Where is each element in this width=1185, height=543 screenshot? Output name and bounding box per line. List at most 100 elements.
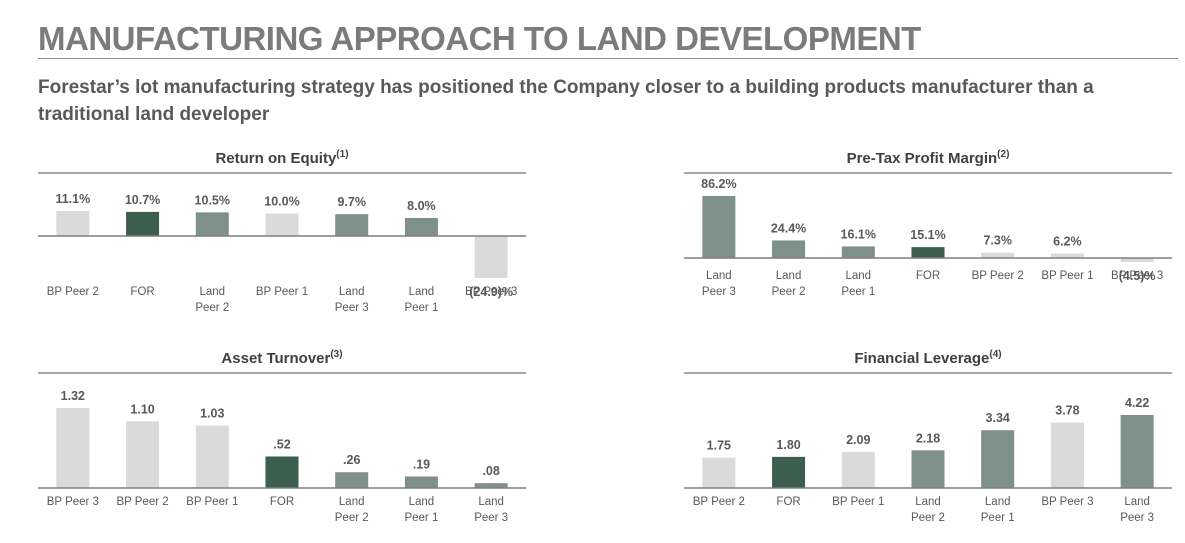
bar-land-peer-2 xyxy=(195,212,229,236)
category-label: Land Peer 3 xyxy=(1120,496,1154,524)
value-label: 3.34 xyxy=(986,411,1010,425)
value-label: 11.1% xyxy=(55,192,90,206)
category-label: BP Peer 1 xyxy=(186,496,238,508)
value-label: 86.2% xyxy=(701,177,736,191)
category-label: BP Peer 3 xyxy=(47,496,99,508)
category-label: BP Peer 2 xyxy=(116,496,168,508)
value-label: 15.1% xyxy=(910,228,945,242)
value-label: 4.22 xyxy=(1125,396,1149,410)
category-label: BP Peer 3 xyxy=(1111,270,1163,282)
chart-title: Asset Turnover(3) xyxy=(221,349,342,367)
chart-title-footnote: (1) xyxy=(336,149,348,160)
category-label: FOR xyxy=(270,496,294,508)
value-label: 24.4% xyxy=(771,221,806,235)
pre-tax-profit-margin-chart: Pre-Tax Profit Margin(2) 86.2% Land Peer 3 2… xyxy=(684,149,1172,298)
value-label: 1.32 xyxy=(61,389,85,403)
value-label: 1.80 xyxy=(776,438,800,452)
bar-land-peer-2 xyxy=(772,240,806,258)
bar-for xyxy=(772,456,806,488)
category-label: BP Peer 1 xyxy=(1041,270,1093,282)
category-label: Land Peer 1 xyxy=(404,286,438,314)
page-title: MANUFACTURING APPROACH TO LAND DEVELOPME… xyxy=(38,20,921,57)
chart-title: Pre-Tax Profit Margin(2) xyxy=(847,149,1010,167)
category-label: BP Peer 1 xyxy=(832,496,884,508)
value-label: 7.3% xyxy=(983,234,1012,248)
asset-turnover-chart: Asset Turnover(3) 1.32 BP Peer 3 1.10 BP Pee… xyxy=(38,349,526,524)
bar-bp-peer-3 xyxy=(1120,258,1154,262)
category-label: BP Peer 3 xyxy=(1041,496,1093,508)
chart-title-footnote: (2) xyxy=(997,149,1009,160)
value-label: .08 xyxy=(482,464,499,478)
category-label: Land Peer 3 xyxy=(335,286,369,314)
chart-title-footnote: (3) xyxy=(330,349,342,360)
value-label: (24.9)% xyxy=(469,285,513,299)
value-label: 10.0% xyxy=(264,194,299,208)
bar-bp-peer-1 xyxy=(195,425,229,488)
category-label: BP Peer 1 xyxy=(256,286,308,298)
bar-bp-peer-2 xyxy=(126,421,160,488)
value-label: (4.5)% xyxy=(1119,269,1156,283)
value-label: 1.10 xyxy=(130,402,154,416)
bar-bp-peer-2 xyxy=(981,252,1015,258)
value-label: 2.09 xyxy=(846,433,870,447)
bar-bp-peer-1 xyxy=(265,213,299,236)
category-label: FOR xyxy=(916,270,940,282)
category-label: FOR xyxy=(776,496,800,508)
bar-bp-peer-3 xyxy=(1050,422,1084,488)
bar-bp-peer-1 xyxy=(841,451,875,488)
bar-bp-peer-3 xyxy=(56,408,90,488)
category-label: Land Peer 2 xyxy=(772,270,806,298)
bar-land-peer-3 xyxy=(702,196,736,258)
category-label: Land Peer 2 xyxy=(195,286,229,314)
category-label: FOR xyxy=(130,286,154,298)
chart-title-text: Pre-Tax Profit Margin xyxy=(847,150,998,167)
bar-bp-peer-2 xyxy=(56,211,90,236)
financial-leverage-chart: Financial Leverage(4) 1.75 BP Peer 2 1.80 FO… xyxy=(684,349,1172,524)
category-label: BP Peer 3 xyxy=(465,286,517,298)
value-label: 10.7% xyxy=(125,193,160,207)
category-label: Land Peer 1 xyxy=(841,270,875,298)
value-label: 1.03 xyxy=(200,407,224,421)
category-label: Land Peer 1 xyxy=(404,496,438,524)
chart-title: Financial Leverage(4) xyxy=(854,349,1001,367)
bar-land-peer-2 xyxy=(911,450,945,488)
title-divider xyxy=(38,58,1178,59)
bar-for xyxy=(126,211,160,236)
category-label: BP Peer 2 xyxy=(693,496,745,508)
bar-land-peer-1 xyxy=(981,430,1015,488)
category-label: Land Peer 1 xyxy=(981,496,1015,524)
value-label: 2.18 xyxy=(916,431,940,445)
category-label: BP Peer 2 xyxy=(47,286,99,298)
chart-title-text: Financial Leverage xyxy=(854,350,989,367)
value-label: .52 xyxy=(273,437,290,451)
category-label: Land Peer 3 xyxy=(702,270,736,298)
bar-land-peer-2 xyxy=(335,472,369,488)
value-label: .19 xyxy=(413,457,430,471)
value-label: 1.75 xyxy=(707,439,731,453)
value-label: 16.1% xyxy=(841,227,876,241)
bar-bp-peer-2 xyxy=(702,457,736,488)
bar-for xyxy=(911,247,945,258)
bar-land-peer-1 xyxy=(404,476,438,488)
category-label: Land Peer 2 xyxy=(911,496,945,524)
value-label: 9.7% xyxy=(337,195,366,209)
bar-land-peer-3 xyxy=(474,483,508,488)
category-label: BP Peer 2 xyxy=(972,270,1024,282)
category-label: Land Peer 2 xyxy=(335,496,369,524)
value-label: 6.2% xyxy=(1053,235,1082,249)
bar-land-peer-1 xyxy=(841,246,875,258)
bar-bp-peer-3 xyxy=(474,236,508,278)
value-label: 8.0% xyxy=(407,199,436,213)
bar-bp-peer-1 xyxy=(1050,253,1084,258)
chart-title-footnote: (4) xyxy=(989,349,1001,360)
chart-title-text: Asset Turnover xyxy=(221,350,330,367)
bar-land-peer-3 xyxy=(335,214,369,236)
bar-land-peer-3 xyxy=(1120,415,1154,488)
page-subtitle: Forestar’s lot manufacturing strategy ha… xyxy=(38,77,1094,125)
bar-land-peer-1 xyxy=(404,217,438,236)
chart-title: Return on Equity(1) xyxy=(215,149,348,167)
value-label: 3.78 xyxy=(1055,404,1079,418)
bar-for xyxy=(265,456,299,488)
return-on-equity-chart: Return on Equity(1) 11.1% BP Peer 2 10.7% FO… xyxy=(38,149,526,314)
value-label: 10.5% xyxy=(195,193,230,207)
